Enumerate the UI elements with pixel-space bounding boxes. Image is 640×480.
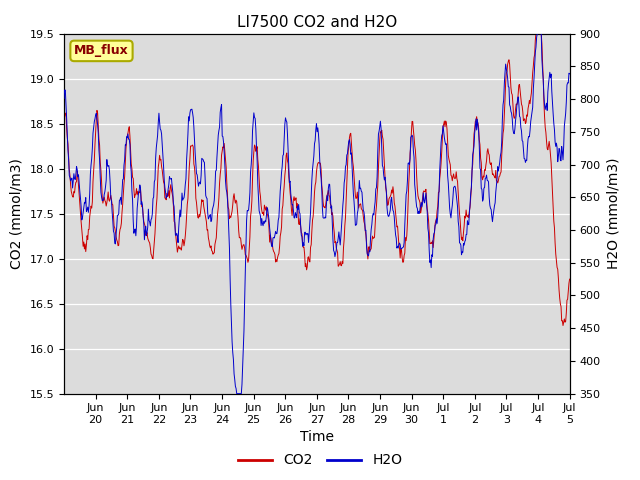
Y-axis label: CO2 (mmol/m3): CO2 (mmol/m3) — [10, 158, 24, 269]
Legend: CO2, H2O: CO2, H2O — [232, 448, 408, 473]
Y-axis label: H2O (mmol/m3): H2O (mmol/m3) — [606, 158, 620, 269]
X-axis label: Time: Time — [300, 431, 334, 444]
Text: MB_flux: MB_flux — [74, 44, 129, 58]
Title: LI7500 CO2 and H2O: LI7500 CO2 and H2O — [237, 15, 397, 30]
